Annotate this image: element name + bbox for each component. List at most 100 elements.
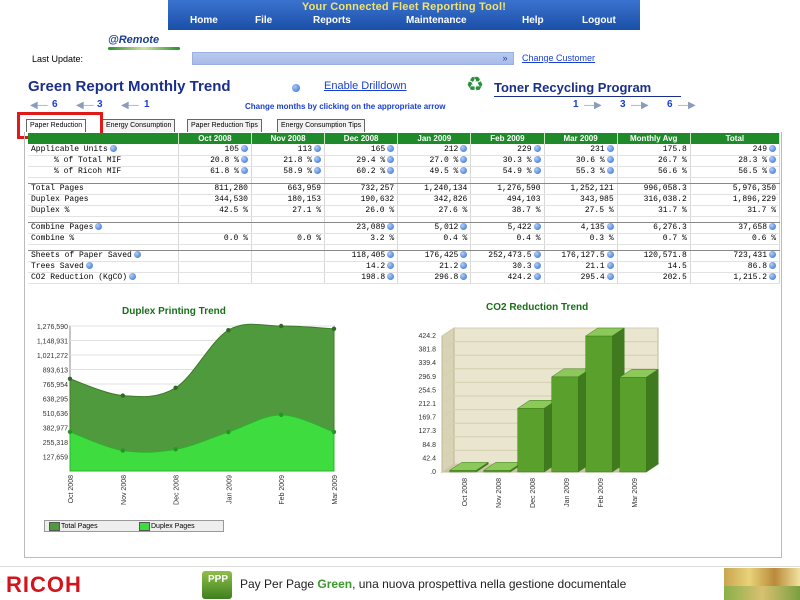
info-icon[interactable] [387,273,395,281]
info-icon[interactable] [769,273,776,281]
arrow-left-3-icon[interactable]: ◀— [76,100,94,111]
nav-maintenance[interactable]: Maintenance [406,15,467,26]
table-row: Sheets of Paper Saved 118,405 176,425 252,4… [28,250,781,262]
info-icon[interactable] [769,156,776,164]
table-cell: 229 [470,144,545,156]
info-icon[interactable] [95,223,103,231]
info-icon[interactable] [240,145,248,153]
forward-1-month[interactable]: 1 [573,99,579,110]
arrow-right-1-icon[interactable]: —▶ [584,100,602,111]
tab-paper-reduction[interactable]: Paper Reduction [26,119,87,132]
table-cell: 249 [690,144,781,156]
nav-logout[interactable]: Logout [582,15,616,26]
info-icon[interactable] [606,167,614,175]
info-icon[interactable] [133,251,141,259]
info-icon[interactable] [387,223,395,231]
back-1-month[interactable]: 1 [144,99,150,110]
x-tick-label: Dec 2008 [174,475,181,505]
info-icon[interactable] [85,262,93,270]
info-icon[interactable] [606,251,614,259]
table-cell: 811,280 [178,183,252,195]
row-label: Duplex Pages [28,194,179,206]
info-icon[interactable] [387,167,395,175]
back-6-months[interactable]: 6 [52,99,58,110]
info-icon[interactable] [533,251,541,259]
info-icon[interactable] [460,167,468,175]
info-icon[interactable] [240,156,248,164]
table-cell: 342,826 [397,194,472,206]
info-icon[interactable] [533,145,541,153]
info-icon[interactable] [606,145,614,153]
double-chevron-down-icon[interactable]: » [502,53,508,63]
tab-energy-consumption-tips[interactable]: Energy Consumption Tips [277,119,366,132]
table-cell [178,261,252,273]
arrow-left-6-icon[interactable]: ◀— [30,100,48,111]
info-icon[interactable] [387,156,395,164]
info-icon[interactable] [769,167,776,175]
info-icon[interactable] [314,156,322,164]
arrow-right-3-icon[interactable]: —▶ [631,100,649,111]
customer-select[interactable] [192,52,514,65]
table-group-separator [28,244,781,251]
info-icon[interactable] [606,156,614,164]
info-icon[interactable] [606,223,614,231]
cell-value: 494,103 [506,195,541,204]
info-icon[interactable] [387,145,395,153]
info-icon[interactable] [533,223,541,231]
info-icon[interactable] [109,145,117,153]
forward-3-months[interactable]: 3 [620,99,626,110]
table-cell: 30.3 % [470,155,545,167]
info-icon[interactable] [769,262,776,270]
gridline-side [441,409,455,419]
info-icon[interactable] [769,251,776,259]
info-icon[interactable] [387,251,395,259]
nav-reports[interactable]: Reports [313,15,351,26]
info-icon[interactable] [533,156,541,164]
info-icon[interactable] [533,262,541,270]
change-customer-link[interactable]: Change Customer [522,53,596,63]
tab-energy-consumption[interactable]: Energy Consumption [102,119,176,132]
toner-recycling-program-link[interactable]: Toner Recycling Program [494,80,652,95]
row-label-text: CO2 Reduction (KgCO) [31,273,128,282]
y-tick-label: 254.5 [418,387,436,394]
info-icon[interactable] [460,251,468,259]
info-icon[interactable] [460,273,468,281]
cell-value: 42.5 % [219,206,248,215]
info-icon[interactable] [387,262,395,270]
enable-drilldown-link[interactable]: Enable Drilldown [324,80,407,92]
nav-file[interactable]: File [255,15,273,26]
nav-help[interactable]: Help [522,15,544,26]
arrow-left-1-icon[interactable]: ◀— [121,100,139,111]
nav-home[interactable]: Home [190,15,218,26]
duplex-chart-title: Duplex Printing Trend [122,306,226,317]
arrow-right-6-icon[interactable]: —▶ [678,100,696,111]
info-icon[interactable] [460,262,468,270]
cell-value: 55.3 % [575,167,605,176]
info-icon[interactable] [606,273,614,281]
info-icon[interactable] [460,223,468,231]
x-tick-label: Oct 2008 [68,475,75,504]
info-icon[interactable] [606,262,614,270]
info-icon[interactable] [314,145,322,153]
info-icon[interactable] [769,223,776,231]
cell-value: 86.8 [747,262,767,271]
gridline-side [441,354,455,364]
back-3-months[interactable]: 3 [97,99,103,110]
info-icon[interactable] [769,145,776,153]
data-point [67,429,73,435]
cell-value: 1,276,590 [497,184,541,193]
info-icon[interactable] [314,167,322,175]
info-icon[interactable] [533,167,541,175]
info-icon[interactable] [533,273,541,281]
info-icon[interactable] [129,273,137,281]
info-icon[interactable] [460,156,468,164]
cell-value: 21.2 [439,262,459,271]
info-icon[interactable] [460,145,468,153]
forward-6-months[interactable]: 6 [667,99,673,110]
separator-cell [251,177,326,184]
tab-paper-reduction-tips[interactable]: Paper Reduction Tips [187,119,262,132]
info-icon[interactable] [292,84,300,92]
co2-chart-title: CO2 Reduction Trend [486,302,589,313]
row-label-text: Duplex Pages [31,195,89,204]
info-icon[interactable] [240,167,248,175]
